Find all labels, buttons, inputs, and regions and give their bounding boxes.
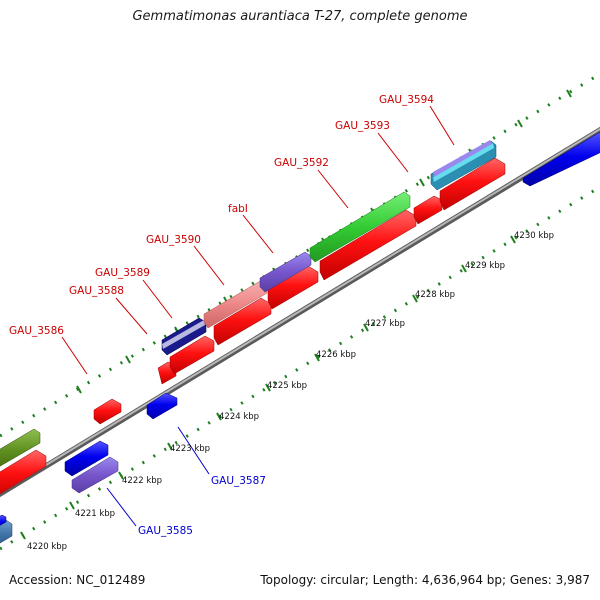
- major-tick: [265, 383, 271, 392]
- cds-reverse-purple: [71, 456, 119, 494]
- gene-label-gau-3586[interactable]: GAU_3586: [9, 325, 64, 337]
- leader-gau-3594: [429, 105, 455, 146]
- cds-teal-stripe: [433, 143, 494, 182]
- major-tick: [363, 323, 369, 332]
- cds-lavender-stripe: [433, 140, 492, 177]
- major-tick: [461, 264, 467, 273]
- major-tick: [412, 294, 418, 303]
- cds-forward: [319, 209, 417, 281]
- map-title: Gemmatimonas aurantiaca T-27, complete g…: [132, 9, 468, 24]
- scale-label: 4225 kbp: [267, 381, 307, 391]
- scale-label: 4229 kbp: [465, 261, 505, 271]
- cds-forward: [169, 335, 215, 375]
- gene-label-gau-3592[interactable]: GAU_3592: [274, 157, 329, 169]
- lower-tick-track: [0, 185, 600, 551]
- scale-label: 4226 kbp: [316, 350, 356, 360]
- forward-cds-colored-row: [0, 140, 497, 467]
- cds-forward: [0, 449, 47, 495]
- cds-forward: [413, 195, 443, 225]
- scale-label: 4228 kbp: [415, 290, 455, 300]
- major-tick: [419, 178, 425, 187]
- major-tick: [118, 471, 124, 480]
- leader-gau-3589: [142, 279, 173, 319]
- leader-gau-3592: [317, 169, 349, 209]
- upper-major-ticks: [76, 89, 572, 394]
- major-tick: [69, 501, 75, 510]
- scale-label: 4220 kbp: [27, 542, 67, 552]
- genome-stats-label: Topology: circular; Length: 4,636,964 bp…: [260, 573, 590, 587]
- leader-gau-3588: [115, 297, 148, 335]
- major-tick: [216, 412, 222, 421]
- scale-label: 4223 kbp: [170, 444, 210, 454]
- cds-reverse: [0, 514, 7, 526]
- scale-labels: 4220 kbp 4221 kbp 4222 kbp 4223 kbp 4224…: [27, 231, 554, 552]
- cds-forward: [93, 398, 122, 425]
- genome-backbone-highlight: [0, 127, 600, 495]
- leader-gau-3593: [377, 132, 409, 173]
- major-tick: [314, 353, 320, 362]
- major-tick: [566, 89, 572, 98]
- gene-label-gau-3585[interactable]: GAU_3585: [138, 525, 193, 537]
- leader-gau-3585: [106, 487, 137, 527]
- major-tick: [125, 355, 131, 364]
- cds-reverse: [64, 440, 109, 477]
- cds-navy-stripe: [162, 320, 205, 349]
- major-tick: [517, 119, 523, 128]
- reverse-leader-lines: [106, 426, 210, 527]
- cds-reverse: [522, 131, 600, 187]
- cds-forward: [439, 157, 506, 211]
- gene-labels: GAU_3586 GAU_3588 GAU_3589 GAU_3590 fabI…: [9, 94, 434, 537]
- gene-label-gau-3587[interactable]: GAU_3587: [211, 475, 266, 487]
- gene-label-gau-3594[interactable]: GAU_3594: [379, 94, 434, 106]
- major-tick: [20, 531, 26, 540]
- leader-gau-3587: [177, 426, 210, 475]
- cds-reverse: [146, 392, 178, 420]
- cds-olive: [0, 428, 41, 467]
- gene-label-gau-3590[interactable]: GAU_3590: [146, 234, 201, 246]
- major-tick: [167, 442, 173, 451]
- leader-gau-3586: [61, 336, 88, 375]
- scale-label: 4221 kbp: [75, 509, 115, 519]
- scale-label: 4224 kbp: [219, 412, 259, 422]
- forward-leader-lines: [61, 105, 455, 375]
- gene-label-gau-3593[interactable]: GAU_3593: [335, 120, 390, 132]
- gene-label-fabi[interactable]: fabI: [228, 203, 248, 215]
- leader-fabi: [242, 214, 274, 254]
- accession-label: Accession: NC_012489: [9, 573, 146, 587]
- gene-label-gau-3589[interactable]: GAU_3589: [95, 267, 150, 279]
- cds-forward: [213, 297, 272, 346]
- scale-label: 4222 kbp: [122, 476, 162, 486]
- forward-cds-red-row: [0, 157, 506, 495]
- major-tick: [76, 385, 82, 394]
- reverse-cds-row: [0, 131, 600, 544]
- gene-label-gau-3588[interactable]: GAU_3588: [69, 285, 124, 297]
- cds-purple: [259, 251, 312, 293]
- cds-green: [309, 191, 411, 263]
- scale-label: 4230 kbp: [514, 231, 554, 241]
- upper-tick-track: [0, 72, 600, 438]
- leader-gau-3590: [193, 245, 225, 286]
- major-tick: [510, 235, 516, 244]
- scale-label: 4227 kbp: [365, 319, 405, 329]
- lower-major-ticks: [20, 235, 516, 540]
